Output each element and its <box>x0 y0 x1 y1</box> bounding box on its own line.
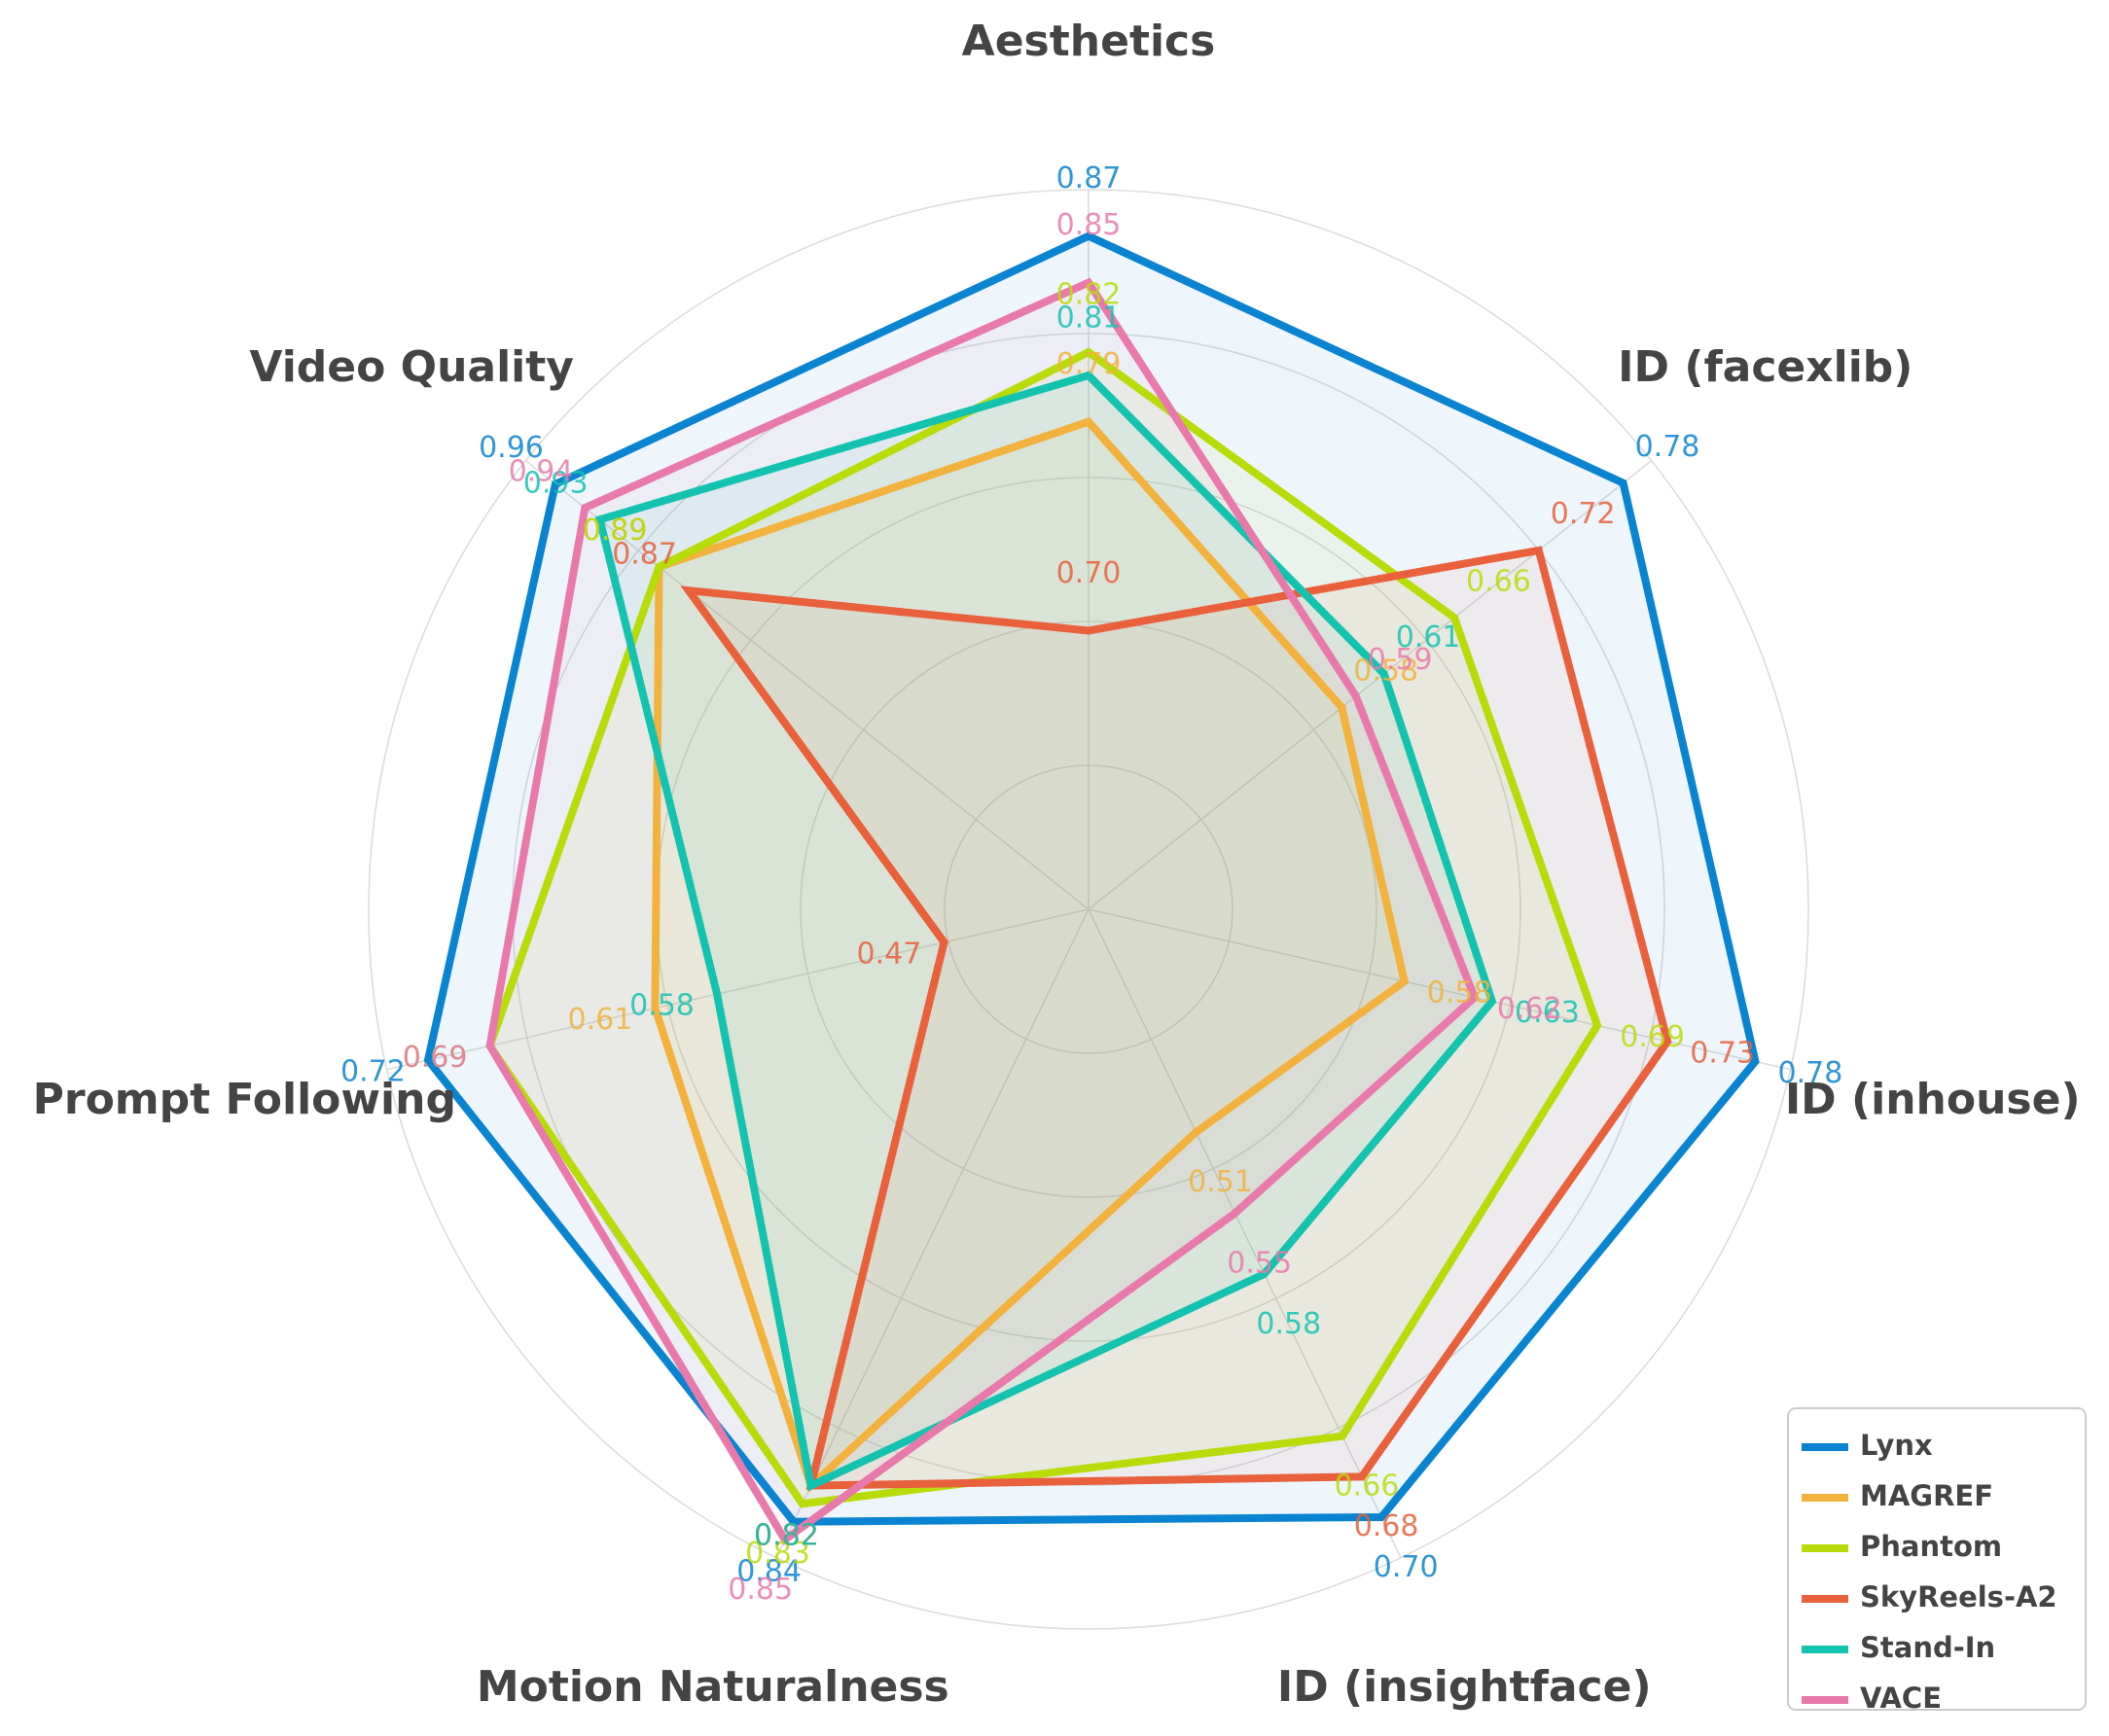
series-line-stand-in <box>594 371 1497 1492</box>
axis-labels: Aesthetics ID (facexlib) ID (inhouse) ID (i… <box>33 17 2081 1712</box>
value-label-magref-id-insightface: 0.51 <box>1188 1165 1253 1199</box>
value-label-phantom-video-quality: 0.89 <box>583 514 648 548</box>
value-label-skyreels-a2-aesthetics: 0.70 <box>1056 556 1122 590</box>
legend-label-lynx: Lynx <box>1860 1429 1933 1462</box>
series-fill-magref <box>655 421 1405 1486</box>
value-label-phantom-id-facexlib: 0.66 <box>1466 564 1531 598</box>
legend-label-vace: VACE <box>1860 1682 1942 1715</box>
value-label-vace-aesthetics: 0.85 <box>1056 208 1122 242</box>
series-line-vace <box>485 277 1480 1546</box>
axis-label-video-quality: Video Quality <box>249 342 574 392</box>
value-label-skyreels-a2-motion-naturalness: 0.82 <box>754 1518 819 1552</box>
value-label-lynx-aesthetics: 0.87 <box>1056 161 1122 195</box>
series-line-magref <box>651 417 1410 1493</box>
value-label-lynx-video-quality: 0.96 <box>479 431 544 465</box>
value-label-stand-in-id-inhouse: 0.63 <box>1515 996 1580 1030</box>
axis-label-prompt-following: Prompt Following <box>33 1075 456 1124</box>
axis-label-aesthetics: Aesthetics <box>962 17 1216 66</box>
value-label-vace-id-facexlib: 0.59 <box>1368 643 1433 677</box>
legend: Lynx MAGREF Phantom SkyReels-A2 Stand-In VACE <box>1787 1407 2087 1715</box>
value-label-stand-in-id-insightface: 0.58 <box>1256 1307 1321 1341</box>
value-labels: 0.87 0.78 0.78 0.70 0.84 0.72 0.96 0.79 0.58 0.58… <box>340 161 1842 1607</box>
value-label-magref-motion-naturalness: 0.82 <box>754 1518 819 1552</box>
axis-label-id-inhouse: ID (inhouse) <box>1785 1075 2081 1124</box>
legend-label-magref: MAGREF <box>1860 1479 1993 1512</box>
value-label-vace-video-quality: 0.94 <box>509 455 574 489</box>
value-label-vace-id-insightface: 0.55 <box>1227 1246 1292 1280</box>
value-label-skyreels-a2-id-facexlib: 0.72 <box>1551 497 1616 531</box>
axis-label-motion-naturalness: Motion Naturalness <box>477 1662 949 1712</box>
series-lines <box>423 231 1760 1546</box>
value-label-phantom-id-insightface: 0.66 <box>1335 1470 1400 1504</box>
spoke-id-facexlib <box>1088 459 1653 910</box>
value-label-phantom-motion-naturalness: 0.83 <box>745 1537 810 1571</box>
axis-label-id-facexlib: ID (facexlib) <box>1618 342 1912 392</box>
series-fills <box>428 235 1756 1541</box>
value-label-phantom-aesthetics: 0.82 <box>1056 278 1122 312</box>
value-label-phantom-prompt-following: 0.69 <box>403 1041 468 1075</box>
series-line-lynx <box>423 231 1760 1526</box>
value-label-stand-in-id-facexlib: 0.61 <box>1396 620 1461 655</box>
value-label-phantom-id-inhouse: 0.69 <box>1620 1020 1685 1054</box>
value-label-skyreels-a2-id-insightface: 0.68 <box>1354 1509 1419 1543</box>
value-label-magref-id-facexlib: 0.58 <box>1353 655 1418 689</box>
value-label-stand-in-video-quality: 0.93 <box>523 467 589 501</box>
value-label-vace-motion-naturalness: 0.85 <box>728 1573 793 1607</box>
value-label-lynx-id-facexlib: 0.78 <box>1635 430 1700 464</box>
value-label-stand-in-prompt-following: 0.58 <box>629 989 695 1023</box>
legend-label-stand-in: Stand-In <box>1860 1631 1995 1664</box>
value-label-lynx-id-insightface: 0.70 <box>1374 1550 1439 1584</box>
legend-frame <box>1787 1407 2087 1711</box>
radar-grid <box>368 189 1809 1630</box>
spoke-id-insightface <box>1088 908 1402 1559</box>
value-label-vace-id-inhouse: 0.62 <box>1497 992 1562 1026</box>
spoke-motion-naturalness <box>775 908 1090 1559</box>
axis-label-id-insightface: ID (insightface) <box>1277 1662 1652 1712</box>
spoke-video-quality <box>524 459 1090 910</box>
value-label-magref-id-inhouse: 0.58 <box>1427 976 1492 1010</box>
spoke-prompt-following <box>386 908 1090 1071</box>
spoke-id-inhouse <box>1088 908 1791 1071</box>
value-label-skyreels-a2-video-quality: 0.87 <box>612 538 677 572</box>
value-label-magref-prompt-following: 0.61 <box>568 1003 633 1037</box>
value-label-stand-in-aesthetics: 0.81 <box>1056 301 1122 336</box>
value-label-lynx-id-inhouse: 0.78 <box>1778 1056 1843 1090</box>
legend-label-phantom: Phantom <box>1860 1530 2002 1563</box>
value-label-magref-video-quality: 0.89 <box>583 514 648 548</box>
value-label-skyreels-a2-prompt-following: 0.47 <box>857 937 922 971</box>
value-label-magref-aesthetics: 0.79 <box>1056 347 1122 381</box>
value-label-lynx-prompt-following: 0.72 <box>340 1054 406 1088</box>
series-line-skyreels-a2 <box>680 546 1672 1490</box>
value-label-vace-prompt-following: 0.69 <box>403 1041 468 1075</box>
value-label-skyreels-a2-id-inhouse: 0.73 <box>1690 1036 1755 1070</box>
series-fill-stand-in <box>599 375 1492 1486</box>
value-label-stand-in-motion-naturalness: 0.82 <box>754 1518 819 1552</box>
legend-label-skyreels-a2: SkyReels-A2 <box>1860 1580 2057 1613</box>
value-label-lynx-motion-naturalness: 0.84 <box>736 1554 802 1588</box>
